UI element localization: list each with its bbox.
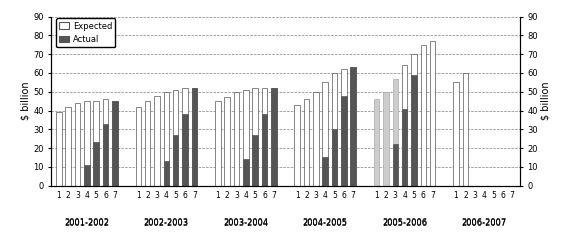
Bar	[224, 97, 230, 186]
Bar	[295, 105, 300, 186]
Bar	[323, 82, 328, 186]
Bar	[182, 88, 188, 186]
Bar	[66, 107, 71, 186]
Text: 2005-2006: 2005-2006	[382, 219, 427, 228]
Bar	[351, 67, 356, 186]
Bar	[421, 45, 426, 186]
Bar	[215, 101, 220, 186]
Y-axis label: $ billion: $ billion	[541, 82, 550, 120]
Text: 2004-2005: 2004-2005	[303, 218, 348, 227]
Bar	[332, 129, 337, 186]
Bar	[84, 165, 90, 186]
Bar	[94, 143, 99, 186]
Bar	[332, 73, 337, 186]
Bar	[271, 88, 276, 186]
Bar	[392, 144, 398, 186]
Text: 2002-2003: 2002-2003	[144, 218, 189, 227]
Bar	[411, 75, 417, 186]
Bar	[402, 65, 408, 186]
Text: 2001-2002: 2001-2002	[65, 219, 110, 228]
Text: 2005-2006: 2005-2006	[382, 218, 427, 227]
Bar	[243, 159, 248, 186]
Legend: Expected, Actual: Expected, Actual	[56, 18, 115, 47]
Text: 2006-2007: 2006-2007	[461, 218, 506, 227]
Bar	[112, 101, 118, 186]
Text: 2003-2004: 2003-2004	[223, 218, 268, 227]
Bar	[351, 67, 356, 186]
Bar	[163, 161, 169, 186]
Bar	[341, 95, 347, 186]
Bar	[112, 101, 118, 186]
Bar	[430, 41, 436, 186]
Bar	[154, 95, 160, 186]
Bar	[262, 114, 267, 186]
Bar	[103, 99, 108, 186]
Bar	[392, 79, 398, 186]
Bar	[56, 112, 62, 186]
Bar	[145, 101, 150, 186]
Bar	[383, 92, 389, 186]
Bar	[323, 158, 328, 186]
Bar	[411, 54, 417, 186]
Bar	[463, 73, 468, 186]
Bar	[252, 88, 258, 186]
Bar	[192, 88, 197, 186]
Bar	[173, 90, 179, 186]
Text: 2003-2004: 2003-2004	[223, 219, 268, 228]
Text: 2001-2002: 2001-2002	[65, 218, 110, 227]
Text: 2004-2005: 2004-2005	[303, 219, 348, 228]
Bar	[313, 92, 319, 186]
Bar	[271, 88, 276, 186]
Text: 2006-2007: 2006-2007	[461, 219, 506, 228]
Bar	[234, 92, 239, 186]
Bar	[75, 103, 81, 186]
Bar	[182, 114, 188, 186]
Bar	[341, 69, 347, 186]
Bar	[135, 107, 141, 186]
Bar	[262, 88, 267, 186]
Bar	[94, 101, 99, 186]
Bar	[304, 99, 309, 186]
Bar	[163, 92, 169, 186]
Bar	[374, 99, 379, 186]
Text: 2002-2003: 2002-2003	[144, 219, 189, 228]
Bar	[192, 88, 197, 186]
Bar	[252, 135, 258, 186]
Bar	[402, 109, 408, 186]
Y-axis label: $ billion: $ billion	[21, 82, 30, 120]
Bar	[84, 101, 90, 186]
Bar	[173, 135, 179, 186]
Bar	[243, 90, 248, 186]
Bar	[103, 124, 108, 186]
Bar	[453, 82, 459, 186]
